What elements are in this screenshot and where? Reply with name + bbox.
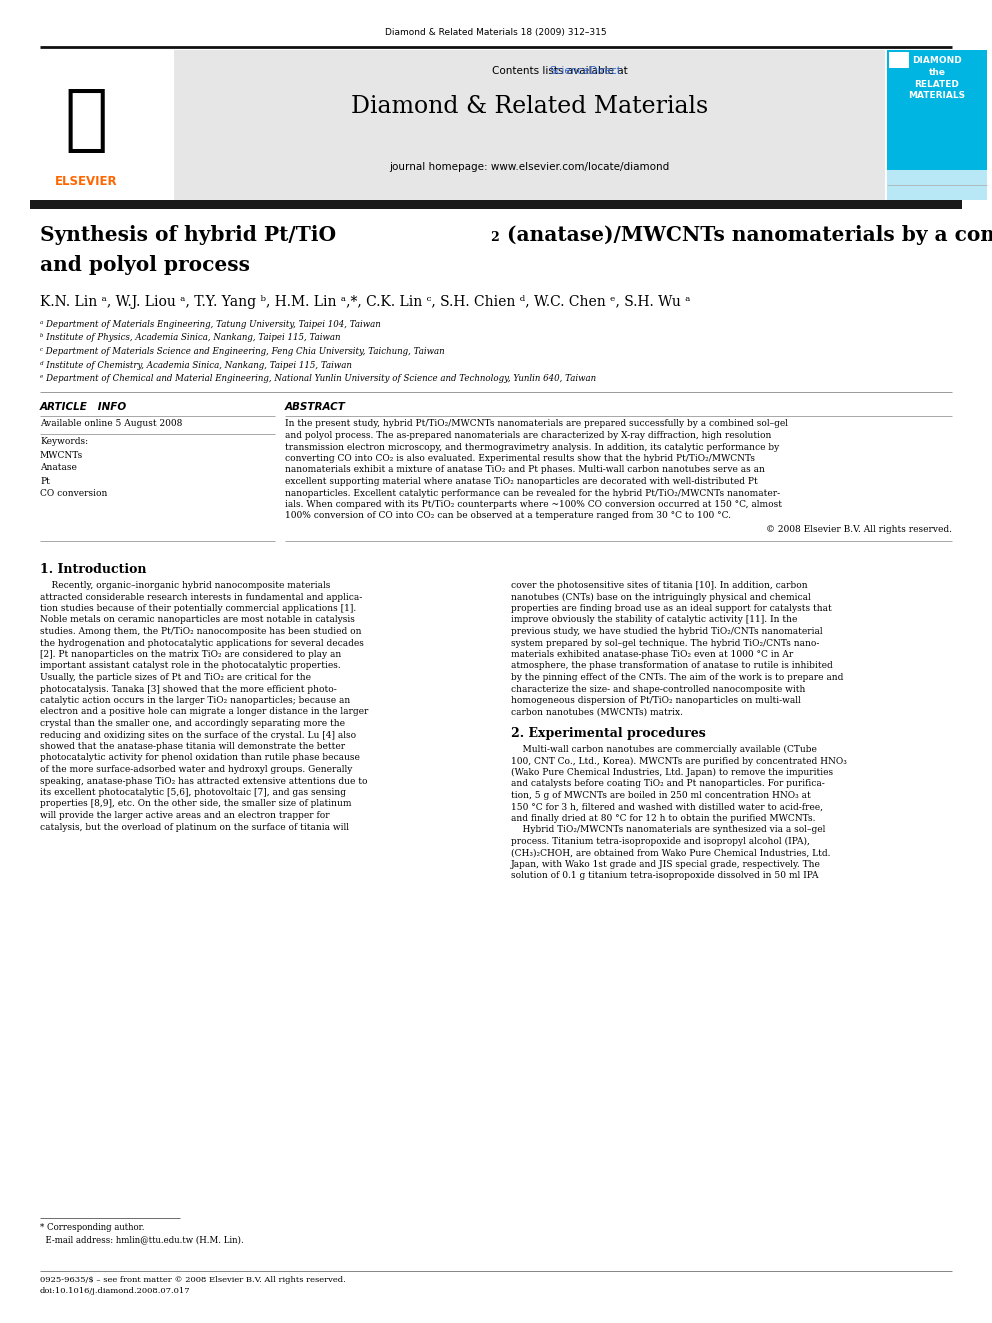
Text: © 2008 Elsevier B.V. All rights reserved.: © 2008 Elsevier B.V. All rights reserved… [766, 525, 952, 534]
Text: Usually, the particle sizes of Pt and TiO₂ are critical for the: Usually, the particle sizes of Pt and Ti… [40, 673, 311, 681]
Bar [887, 169, 987, 200]
Text: ᵃ Department of Materials Engineering, Tatung University, Taipei 104, Taiwan: ᵃ Department of Materials Engineering, T… [40, 320, 381, 329]
Text: Diamond & Related Materials 18 (2009) 312–315: Diamond & Related Materials 18 (2009) 31… [385, 28, 607, 37]
Text: converting CO into CO₂ is also evaluated. Experimental results show that the hyb: converting CO into CO₂ is also evaluated… [285, 454, 755, 463]
Text: Hybrid TiO₂/MWCNTs nanomaterials are synthesized via a sol–gel: Hybrid TiO₂/MWCNTs nanomaterials are syn… [511, 826, 825, 835]
Text: Recently, organic–inorganic hybrid nanocomposite materials: Recently, organic–inorganic hybrid nanoc… [40, 581, 330, 590]
Text: atmosphere, the phase transformation of anatase to rutile is inhibited: atmosphere, the phase transformation of … [511, 662, 832, 671]
Text: DIAMOND
the
RELATED
MATERIALS: DIAMOND the RELATED MATERIALS [909, 56, 965, 101]
Text: 100% conversion of CO into CO₂ can be observed at a temperature ranged from 30 °: 100% conversion of CO into CO₂ can be ob… [285, 512, 731, 520]
Text: Diamond & Related Materials: Diamond & Related Materials [351, 95, 708, 118]
Text: speaking, anatase-phase TiO₂ has attracted extensive attentions due to: speaking, anatase-phase TiO₂ has attract… [40, 777, 367, 786]
Text: 🌲: 🌲 [64, 86, 108, 155]
Text: ᵇ Institute of Physics, Academia Sinica, Nankang, Taipei 115, Taiwan: ᵇ Institute of Physics, Academia Sinica,… [40, 333, 340, 343]
Text: tion, 5 g of MWCNTs are boiled in 250 ml concentration HNO₃ at: tion, 5 g of MWCNTs are boiled in 250 ml… [511, 791, 810, 800]
Text: (CH₃)₂CHOH, are obtained from Wako Pure Chemical Industries, Ltd.: (CH₃)₂CHOH, are obtained from Wako Pure … [511, 848, 830, 857]
Text: ᶜ Department of Materials Science and Engineering, Feng Chia University, Taichun: ᶜ Department of Materials Science and En… [40, 347, 444, 356]
Text: photocatalytic activity for phenol oxidation than rutile phase because: photocatalytic activity for phenol oxida… [40, 754, 360, 762]
Bar [30, 200, 962, 209]
Text: properties are finding broad use as an ideal support for catalysts that: properties are finding broad use as an i… [511, 605, 831, 613]
Text: its excellent photocatalytic [5,6], photovoltaic [7], and gas sensing: its excellent photocatalytic [5,6], phot… [40, 789, 346, 796]
Text: attracted considerable research interests in fundamental and applica-: attracted considerable research interest… [40, 593, 362, 602]
Text: nanomaterials exhibit a mixture of anatase TiO₂ and Pt phases. Multi-wall carbon: nanomaterials exhibit a mixture of anata… [285, 466, 765, 475]
Text: ELSEVIER: ELSEVIER [55, 175, 117, 188]
Text: ᵉ Department of Chemical and Material Engineering, National Yunlin University of: ᵉ Department of Chemical and Material En… [40, 374, 596, 382]
Text: ials. When compared with its Pt/TiO₂ counterparts where ~100% CO conversion occu: ials. When compared with its Pt/TiO₂ cou… [285, 500, 782, 509]
Text: properties [8,9], etc. On the other side, the smaller size of platinum: properties [8,9], etc. On the other side… [40, 799, 351, 808]
Text: catalysis, but the overload of platinum on the surface of titania will: catalysis, but the overload of platinum … [40, 823, 349, 831]
Text: nanotubes (CNTs) base on the intriguingly physical and chemical: nanotubes (CNTs) base on the intriguingl… [511, 593, 810, 602]
Text: the hydrogenation and photocatalytic applications for several decades: the hydrogenation and photocatalytic app… [40, 639, 364, 647]
Text: 2. Experimental procedures: 2. Experimental procedures [511, 728, 705, 740]
Text: studies. Among them, the Pt/TiO₂ nanocomposite has been studied on: studies. Among them, the Pt/TiO₂ nanocom… [40, 627, 361, 636]
Text: showed that the anatase-phase titania will demonstrate the better: showed that the anatase-phase titania wi… [40, 742, 345, 751]
Text: Pt: Pt [40, 476, 50, 486]
Text: 150 °C for 3 h, filtered and washed with distilled water to acid-free,: 150 °C for 3 h, filtered and washed with… [511, 803, 823, 811]
Text: ARTICLE   INFO: ARTICLE INFO [40, 401, 127, 411]
Text: materials exhibited anatase-phase TiO₂ even at 1000 °C in Ar: materials exhibited anatase-phase TiO₂ e… [511, 650, 794, 659]
Text: 100, CNT Co., Ltd., Korea). MWCNTs are purified by concentrated HNO₃: 100, CNT Co., Ltd., Korea). MWCNTs are p… [511, 757, 847, 766]
Text: (Wako Pure Chemical Industries, Ltd. Japan) to remove the impurities: (Wako Pure Chemical Industries, Ltd. Jap… [511, 767, 833, 777]
Text: ScienceDirect: ScienceDirect [550, 66, 621, 75]
Text: photocatalysis. Tanaka [3] showed that the more efficient photo-: photocatalysis. Tanaka [3] showed that t… [40, 684, 336, 693]
Text: Synthesis of hybrid Pt/TiO: Synthesis of hybrid Pt/TiO [40, 225, 336, 245]
Text: and catalysts before coating TiO₂ and Pt nanoparticles. For purifica-: and catalysts before coating TiO₂ and Pt… [511, 779, 824, 789]
Text: CO conversion: CO conversion [40, 490, 107, 499]
Text: nanoparticles. Excellent catalytic performance can be revealed for the hybrid Pt: nanoparticles. Excellent catalytic perfo… [285, 488, 780, 497]
Text: * Corresponding author.: * Corresponding author. [40, 1222, 145, 1232]
Text: of the more surface-adsorbed water and hydroxyl groups. Generally: of the more surface-adsorbed water and h… [40, 765, 352, 774]
Text: Japan, with Wako 1st grade and JIS special grade, respectively. The: Japan, with Wako 1st grade and JIS speci… [511, 860, 820, 869]
Text: improve obviously the stability of catalytic activity [11]. In the: improve obviously the stability of catal… [511, 615, 798, 624]
Bar [889, 52, 909, 67]
Text: excellent supporting material where anatase TiO₂ nanoparticles are decorated wit: excellent supporting material where anat… [285, 478, 758, 486]
Text: 2: 2 [490, 232, 499, 243]
Text: Available online 5 August 2008: Available online 5 August 2008 [40, 419, 183, 429]
Text: doi:10.1016/j.diamond.2008.07.017: doi:10.1016/j.diamond.2008.07.017 [40, 1287, 190, 1295]
Text: Contents lists available at: Contents lists available at [491, 66, 631, 75]
Text: and polyol process: and polyol process [40, 255, 250, 275]
Text: crystal than the smaller one, and accordingly separating more the: crystal than the smaller one, and accord… [40, 718, 345, 728]
Text: electron and a positive hole can migrate a longer distance in the larger: electron and a positive hole can migrate… [40, 708, 368, 717]
Text: transmission electron microscopy, and thermogravimetry analysis. In addition, it: transmission electron microscopy, and th… [285, 442, 780, 451]
Text: and polyol process. The as-prepared nanomaterials are characterized by X-ray dif: and polyol process. The as-prepared nano… [285, 431, 772, 441]
Text: Noble metals on ceramic nanoparticles are most notable in catalysis: Noble metals on ceramic nanoparticles ar… [40, 615, 355, 624]
Text: catalytic action occurs in the larger TiO₂ nanoparticles; because an: catalytic action occurs in the larger Ti… [40, 696, 350, 705]
Text: reducing and oxidizing sites on the surface of the crystal. Lu [4] also: reducing and oxidizing sites on the surf… [40, 730, 356, 740]
Bar [174, 50, 885, 200]
Text: characterize the size- and shape-controlled nanocomposite with: characterize the size- and shape-control… [511, 684, 806, 693]
Text: ᵈ Institute of Chemistry, Academia Sinica, Nankang, Taipei 115, Taiwan: ᵈ Institute of Chemistry, Academia Sinic… [40, 360, 352, 369]
Text: by the pinning effect of the CNTs. The aim of the work is to prepare and: by the pinning effect of the CNTs. The a… [511, 673, 843, 681]
Text: 0925-9635/$ – see front matter © 2008 Elsevier B.V. All rights reserved.: 0925-9635/$ – see front matter © 2008 El… [40, 1275, 346, 1285]
Text: homogeneous dispersion of Pt/TiO₂ nanoparticles on multi-wall: homogeneous dispersion of Pt/TiO₂ nanopa… [511, 696, 801, 705]
Text: ABSTRACT: ABSTRACT [285, 401, 346, 411]
Text: and finally dried at 80 °C for 12 h to obtain the purified MWCNTs.: and finally dried at 80 °C for 12 h to o… [511, 814, 815, 823]
Text: MWCNTs: MWCNTs [40, 451, 83, 459]
Bar [887, 50, 987, 169]
Text: [2]. Pt nanoparticles on the matrix TiO₂ are considered to play an: [2]. Pt nanoparticles on the matrix TiO₂… [40, 650, 341, 659]
Text: important assistant catalyst role in the photocatalytic properties.: important assistant catalyst role in the… [40, 662, 340, 671]
Text: previous study, we have studied the hybrid TiO₂/CNTs nanomaterial: previous study, we have studied the hybr… [511, 627, 822, 636]
Text: Multi-wall carbon nanotubes are commercially available (CTube: Multi-wall carbon nanotubes are commerci… [511, 745, 816, 754]
Text: cover the photosensitive sites of titania [10]. In addition, carbon: cover the photosensitive sites of titani… [511, 581, 807, 590]
Text: solution of 0.1 g titanium tetra-isopropoxide dissolved in 50 ml IPA: solution of 0.1 g titanium tetra-isoprop… [511, 872, 818, 881]
Text: carbon nanotubes (MWCNTs) matrix.: carbon nanotubes (MWCNTs) matrix. [511, 708, 683, 717]
Text: tion studies because of their potentially commercial applications [1].: tion studies because of their potentiall… [40, 605, 356, 613]
Text: Anatase: Anatase [40, 463, 76, 472]
Text: 1. Introduction: 1. Introduction [40, 564, 147, 576]
Text: In the present study, hybrid Pt/TiO₂/MWCNTs nanomaterials are prepared successfu: In the present study, hybrid Pt/TiO₂/MWC… [285, 419, 788, 429]
Text: Keywords:: Keywords: [40, 438, 88, 446]
Text: journal homepage: www.elsevier.com/locate/diamond: journal homepage: www.elsevier.com/locat… [390, 161, 670, 172]
Text: E-mail address: hmlin@ttu.edu.tw (H.M. Lin).: E-mail address: hmlin@ttu.edu.tw (H.M. L… [40, 1234, 244, 1244]
Text: will provide the larger active areas and an electron trapper for: will provide the larger active areas and… [40, 811, 329, 820]
Text: system prepared by sol–gel technique. The hybrid TiO₂/CNTs nano-: system prepared by sol–gel technique. Th… [511, 639, 819, 647]
Text: K.N. Lin ᵃ, W.J. Liou ᵃ, T.Y. Yang ᵇ, H.M. Lin ᵃ,*, C.K. Lin ᶜ, S.H. Chien ᵈ, W.: K.N. Lin ᵃ, W.J. Liou ᵃ, T.Y. Yang ᵇ, H.… [40, 295, 690, 310]
Text: (anatase)/MWCNTs nanomaterials by a combined sol–gel: (anatase)/MWCNTs nanomaterials by a comb… [500, 225, 992, 245]
Text: process. Titanium tetra-isopropoxide and isopropyl alcohol (IPA),: process. Titanium tetra-isopropoxide and… [511, 837, 809, 847]
